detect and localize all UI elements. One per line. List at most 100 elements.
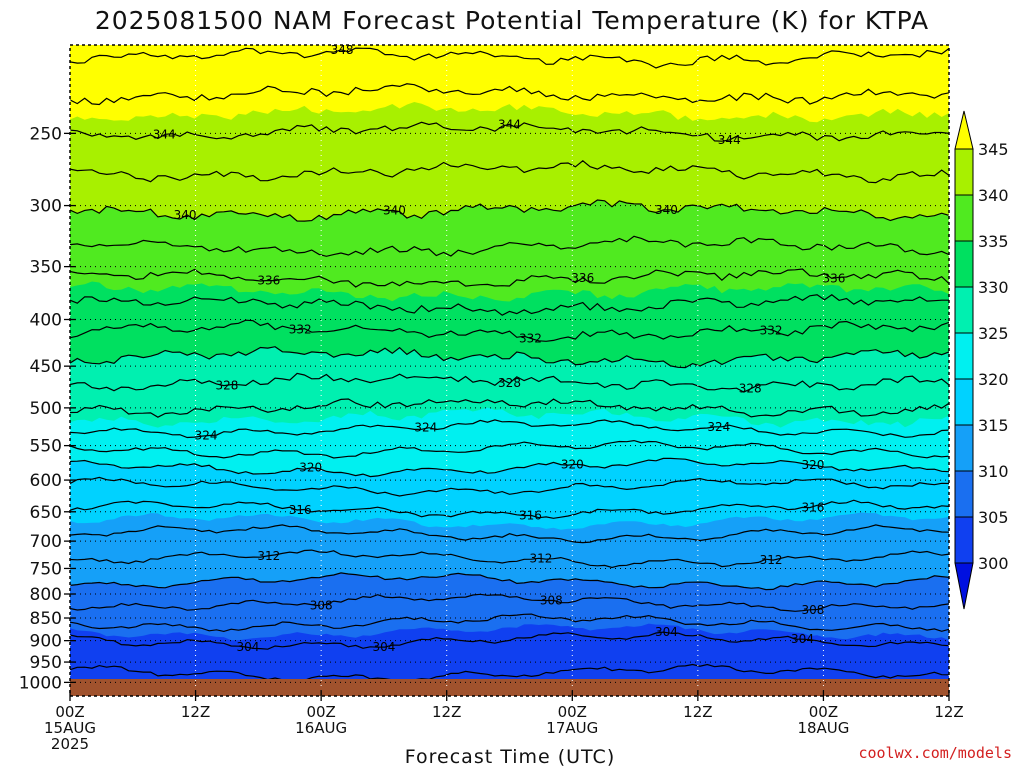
contour-label-text: 316 bbox=[802, 501, 825, 515]
contour-label-1: 344 bbox=[153, 127, 176, 141]
y-tick-label: 250 bbox=[30, 124, 62, 144]
colorbar-swatch-310 bbox=[954, 424, 974, 472]
contour-label-text: 308 bbox=[310, 599, 333, 613]
y-axis: 250 300 350 400 450 500 550 600 650 700 750 800 850 9… bbox=[19, 124, 76, 693]
x-tick-label: 00Z bbox=[306, 703, 335, 721]
x-tick-label: 00Z bbox=[558, 703, 587, 721]
contour-label-27: 312 bbox=[760, 553, 783, 567]
contour-label-17: 324 bbox=[414, 421, 437, 435]
contour-label-text: 324 bbox=[195, 428, 218, 442]
colorbar-top-arrow bbox=[954, 110, 974, 150]
colorbar-swatch-330 bbox=[954, 240, 974, 288]
plot-frame bbox=[69, 44, 950, 697]
colorbar-tick-label: 310 bbox=[978, 462, 1009, 481]
colorbar-swatch-305 bbox=[954, 470, 974, 518]
contour-label-text: 308 bbox=[802, 603, 825, 617]
isentrope-338 bbox=[70, 235, 949, 257]
isentrope-314 bbox=[70, 524, 949, 544]
contour-label-29: 308 bbox=[540, 593, 563, 607]
y-tick-label: 300 bbox=[30, 197, 62, 217]
grid-lines bbox=[70, 45, 949, 696]
contour-label-text: 304 bbox=[372, 640, 395, 654]
contour-label-20: 320 bbox=[561, 457, 584, 471]
chart-title: 2025081500 NAM Forecast Potential Temper… bbox=[95, 6, 929, 35]
contour-label-text: 344 bbox=[153, 127, 176, 141]
x-axis-title: Forecast Time (UTC) bbox=[405, 746, 615, 768]
contour-label-text: 344 bbox=[498, 117, 521, 131]
contour-fills bbox=[70, 45, 949, 696]
contour-label-34: 304 bbox=[791, 632, 814, 646]
isentrope-304 bbox=[70, 631, 949, 650]
y-tick-label: 950 bbox=[30, 653, 62, 673]
colorbar-tick-label: 325 bbox=[978, 324, 1009, 343]
contour-label-text: 304 bbox=[791, 632, 814, 646]
colorbar: 300 305 310 315 320 325 330 335 340 345 bbox=[954, 110, 1009, 610]
colorbar-swatch-300 bbox=[954, 516, 974, 564]
isentrope-330 bbox=[70, 346, 949, 369]
isentrope-320 bbox=[70, 457, 949, 478]
isentrope-336 bbox=[70, 268, 949, 288]
isentrope-348 bbox=[70, 47, 949, 69]
y-tick-label: 750 bbox=[30, 559, 62, 579]
x-tick-label: 18AUG bbox=[797, 719, 849, 737]
contour-label-text: 328 bbox=[216, 379, 239, 393]
colorbar-tick-label: 300 bbox=[978, 554, 1009, 573]
contour-label-text: 324 bbox=[707, 420, 730, 434]
colorbar-tick-label: 335 bbox=[978, 232, 1009, 251]
contour-label-2: 344 bbox=[498, 117, 521, 131]
contour-label-12: 332 bbox=[760, 323, 783, 337]
y-tick-label: 350 bbox=[30, 258, 62, 278]
contour-label-10: 332 bbox=[289, 323, 312, 337]
contour-label-31: 304 bbox=[236, 640, 259, 654]
contour-label-text: 340 bbox=[174, 208, 197, 222]
y-tick-label: 400 bbox=[30, 311, 62, 331]
contour-label-text: 324 bbox=[414, 421, 437, 435]
contour-label-22: 316 bbox=[289, 503, 312, 517]
colorbar-swatch-340 bbox=[954, 148, 974, 196]
x-tick-label: 12Z bbox=[934, 703, 963, 721]
x-tick-label: 12Z bbox=[683, 703, 712, 721]
contour-label-text: 320 bbox=[802, 458, 825, 472]
isentrope-324 bbox=[70, 419, 949, 439]
colorbar-tick-label: 345 bbox=[978, 140, 1009, 159]
credit-link[interactable]: coolwx.com/models bbox=[858, 744, 1012, 762]
isentrope-328 bbox=[70, 372, 949, 393]
contour-label-text: 336 bbox=[571, 271, 594, 285]
terrain-band bbox=[70, 679, 949, 696]
contour-label-text: 320 bbox=[299, 461, 322, 475]
isentrope-302 bbox=[70, 663, 949, 682]
contour-label-text: 332 bbox=[760, 323, 783, 337]
contour-label-7: 336 bbox=[257, 273, 280, 287]
y-tick-label: 850 bbox=[30, 609, 62, 629]
contour-labels: 348 344 344 344 340 340 340 336 336 336 332 332 332 3… bbox=[153, 45, 846, 654]
x-tick-label: 12Z bbox=[181, 703, 210, 721]
x-tick-label: 17AUG bbox=[546, 719, 598, 737]
contour-label-25: 312 bbox=[257, 549, 280, 563]
isentrope-346 bbox=[70, 83, 949, 106]
contour-label-33: 304 bbox=[655, 625, 678, 639]
contour-label-text: 332 bbox=[289, 323, 312, 337]
contour-label-23: 316 bbox=[519, 509, 542, 523]
x-tick-label: 00Z bbox=[809, 703, 838, 721]
contour-label-21: 320 bbox=[802, 458, 825, 472]
contour-label-26: 312 bbox=[529, 551, 552, 565]
contour-label-9: 336 bbox=[822, 271, 845, 285]
contour-label-text: 316 bbox=[289, 503, 312, 517]
colorbar-tick-label: 305 bbox=[978, 508, 1009, 527]
y-tick-label: 900 bbox=[30, 632, 62, 652]
x-tick-label: 12Z bbox=[432, 703, 461, 721]
contour-label-text: 340 bbox=[655, 203, 678, 217]
contour-label-text: 344 bbox=[718, 133, 741, 147]
isentrope-310 bbox=[70, 572, 949, 591]
isentrope-322 bbox=[70, 439, 949, 459]
isentrope-306 bbox=[70, 613, 949, 633]
contour-label-30: 308 bbox=[802, 603, 825, 617]
colorbar-tick-label: 315 bbox=[978, 416, 1009, 435]
isentrope-312 bbox=[70, 549, 949, 569]
contour-label-0: 348 bbox=[331, 45, 354, 57]
colorbar-tick-label: 320 bbox=[978, 370, 1009, 389]
contour-lines bbox=[70, 47, 949, 682]
contour-label-text: 304 bbox=[236, 640, 259, 654]
isentrope-326 bbox=[70, 398, 949, 418]
